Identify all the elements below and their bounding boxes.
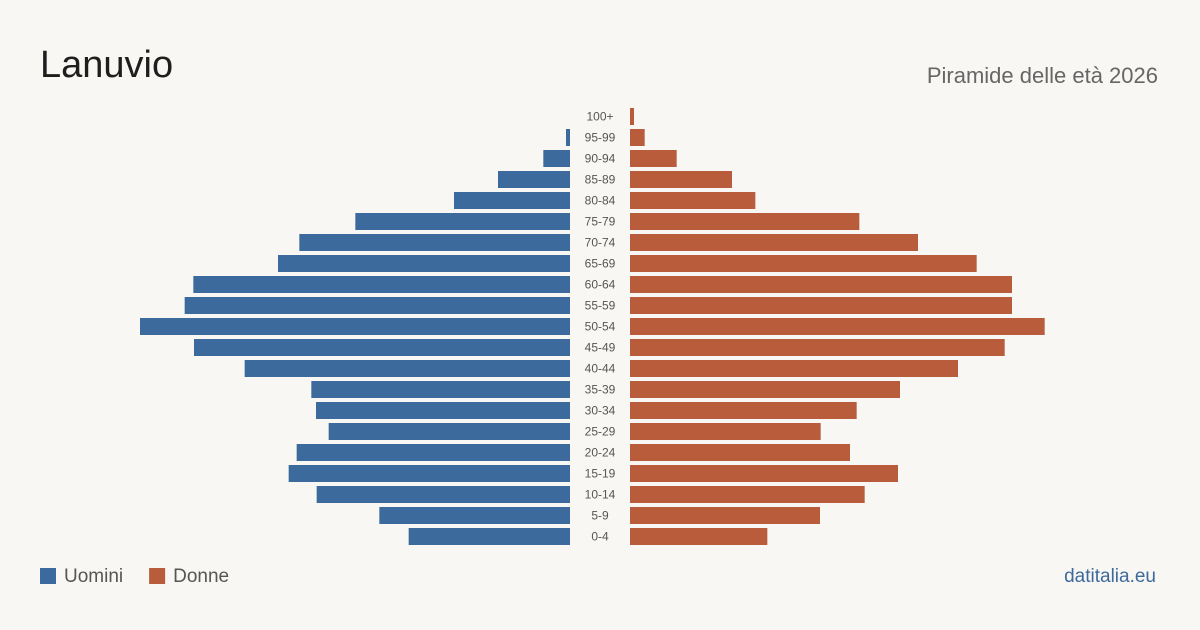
bar (630, 171, 732, 188)
bar (408, 528, 570, 545)
bar (184, 297, 570, 314)
bar (630, 213, 860, 230)
legend-swatch (149, 568, 166, 584)
bar (194, 339, 570, 356)
age-label: 95-99 (585, 131, 616, 145)
legend-swatch (40, 568, 56, 584)
bar (316, 486, 570, 503)
bar (630, 234, 918, 251)
age-label: 40-44 (585, 362, 616, 376)
bar (244, 360, 570, 377)
bar (630, 528, 768, 545)
bar (296, 444, 570, 461)
bar (311, 381, 570, 398)
bar (630, 402, 857, 419)
bar (288, 465, 570, 482)
bar (630, 507, 820, 524)
age-label: 85-89 (585, 173, 616, 187)
bar (299, 234, 570, 251)
bar (630, 129, 645, 146)
bar (566, 129, 570, 146)
age-label: 90-94 (585, 152, 616, 166)
age-label: 100+ (586, 110, 613, 124)
chart-subtitle: Piramide delle età 2026 (927, 63, 1158, 88)
bar (630, 276, 1012, 293)
bar (278, 255, 570, 272)
bar (379, 507, 570, 524)
age-label: 0-4 (591, 530, 609, 544)
bar (630, 444, 850, 461)
bar (630, 297, 1012, 314)
age-label: 65-69 (585, 257, 616, 271)
bar (316, 402, 570, 419)
bar (355, 213, 570, 230)
age-label: 20-24 (585, 446, 616, 460)
age-label: 75-79 (585, 215, 616, 229)
bar (630, 423, 821, 440)
bar (630, 465, 898, 482)
bar (543, 150, 570, 167)
age-label: 10-14 (585, 488, 616, 502)
chart-title: Lanuvio (40, 44, 173, 86)
bar (630, 108, 634, 125)
age-label: 30-34 (585, 404, 616, 418)
age-label: 50-54 (585, 320, 616, 334)
bar (498, 171, 570, 188)
age-label: 5-9 (591, 509, 609, 523)
bar (140, 318, 570, 335)
bar (193, 276, 571, 293)
bar (630, 318, 1045, 335)
age-label: 70-74 (585, 236, 616, 250)
age-label: 55-59 (585, 299, 616, 313)
age-label: 35-39 (585, 383, 616, 397)
bar (630, 486, 865, 503)
bar (328, 423, 570, 440)
age-label: 15-19 (585, 467, 616, 481)
bar (630, 192, 756, 209)
bar (454, 192, 570, 209)
age-label: 80-84 (585, 194, 616, 208)
bar (630, 381, 900, 398)
bar (630, 339, 1005, 356)
age-label: 60-64 (585, 278, 616, 292)
legend-label: Donne (173, 566, 229, 587)
bar (630, 150, 677, 167)
age-label: 45-49 (585, 341, 616, 355)
age-label: 25-29 (585, 425, 616, 439)
source: datitalia.eu (1064, 566, 1156, 587)
bar (630, 360, 958, 377)
bar (630, 255, 977, 272)
legend-label: Uomini (64, 566, 123, 587)
